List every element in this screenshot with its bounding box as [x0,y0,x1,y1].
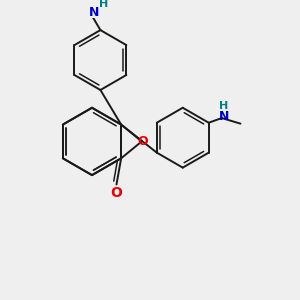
Text: O: O [137,135,148,148]
Text: N: N [218,110,229,123]
Text: H: H [99,0,108,9]
Text: H: H [219,101,228,111]
Text: O: O [110,186,122,200]
Text: N: N [89,6,99,19]
